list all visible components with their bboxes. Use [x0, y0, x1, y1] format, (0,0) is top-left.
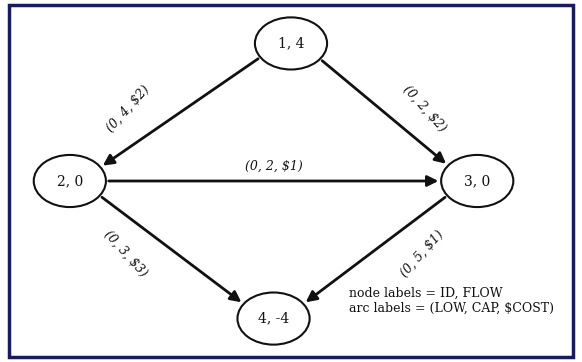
Text: (0, 4, $2): (0, 4, $2) — [104, 83, 152, 134]
Text: 1, 4: 1, 4 — [278, 37, 304, 50]
Text: (0, 2, $2): (0, 2, $2) — [401, 83, 449, 134]
Ellipse shape — [237, 292, 310, 345]
Text: 3, 0: 3, 0 — [464, 174, 491, 188]
Ellipse shape — [441, 155, 513, 207]
Text: 2, 0: 2, 0 — [56, 174, 83, 188]
Text: (0, 3, $3): (0, 3, $3) — [101, 228, 149, 279]
Text: 4, -4: 4, -4 — [258, 312, 289, 325]
Text: (0, 2, $1): (0, 2, $1) — [244, 160, 303, 173]
Text: node labels = ID, FLOW
arc labels = (LOW, CAP, $COST): node labels = ID, FLOW arc labels = (LOW… — [349, 286, 554, 315]
Ellipse shape — [34, 155, 106, 207]
Text: (0, 5, $1): (0, 5, $1) — [398, 228, 446, 279]
Ellipse shape — [255, 17, 327, 70]
